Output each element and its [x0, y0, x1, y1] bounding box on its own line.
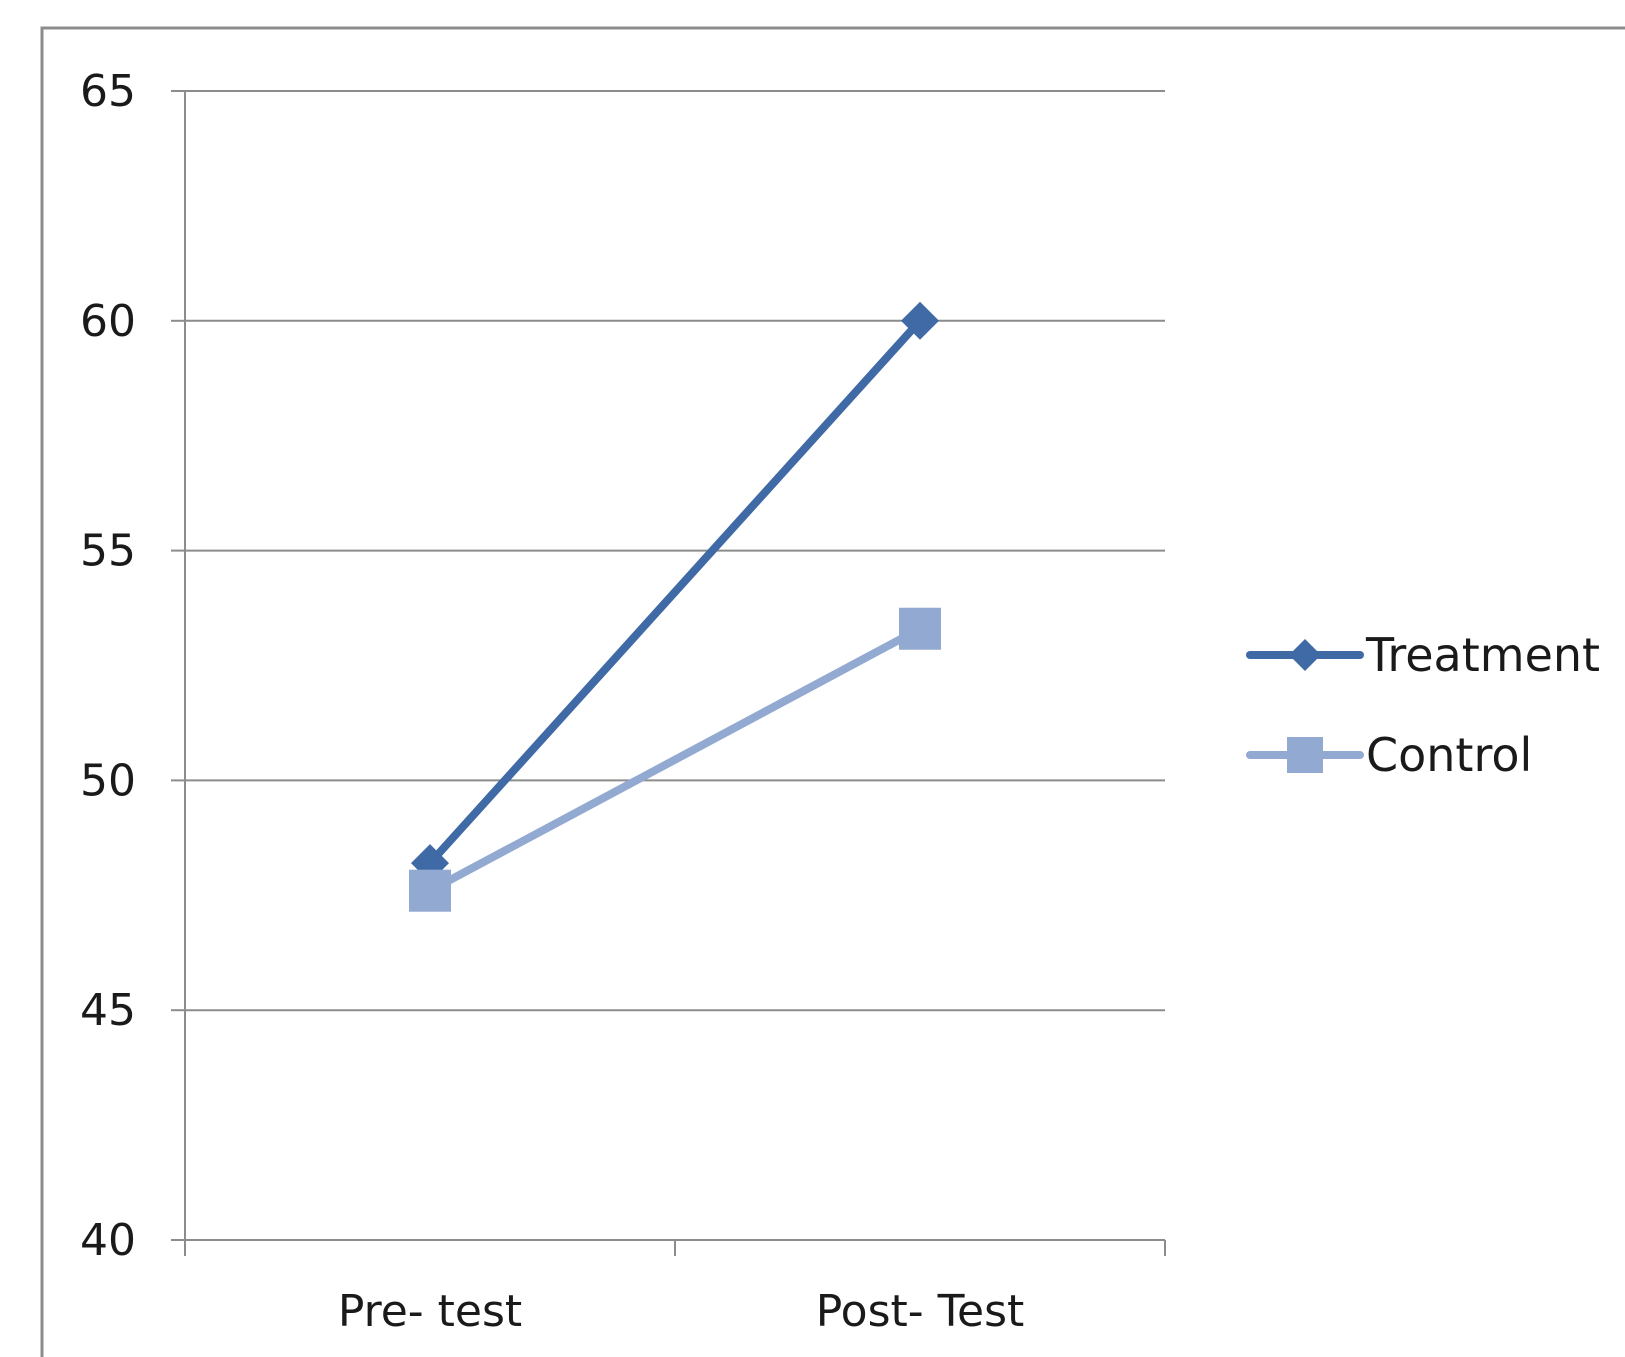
y-tick-label: 40 — [80, 1215, 136, 1266]
x-tick-labels: Pre- test Post- Test — [338, 1286, 1024, 1337]
y-tick-label: 55 — [80, 526, 136, 577]
y-tick-labels: 40 45 50 55 60 65 — [80, 66, 136, 1266]
data-point — [409, 869, 451, 912]
legend: Treatment Control — [1246, 628, 1600, 782]
y-tick-label: 50 — [80, 755, 136, 806]
legend-label: Control — [1366, 728, 1532, 782]
legend-label: Treatment — [1365, 628, 1600, 682]
legend-swatch-marker — [1289, 639, 1321, 671]
legend-swatch-marker — [1287, 737, 1323, 773]
series-line — [427, 318, 923, 866]
x-tick-label: Post- Test — [816, 1286, 1025, 1337]
x-tick-label: Pre- test — [338, 1286, 522, 1337]
axes — [171, 90, 1166, 1256]
y-tick-label: 45 — [80, 985, 136, 1036]
data-point — [901, 301, 939, 340]
legend-item-control: Control — [1246, 728, 1532, 782]
series-control — [409, 607, 941, 912]
series-line — [428, 625, 922, 895]
y-tick-label: 65 — [80, 66, 136, 117]
data-point — [899, 607, 941, 650]
y-tick-label: 60 — [80, 296, 136, 347]
series-group — [409, 301, 941, 912]
legend-item-treatment: Treatment — [1246, 628, 1600, 682]
chart-frame — [40, 26, 1625, 1357]
